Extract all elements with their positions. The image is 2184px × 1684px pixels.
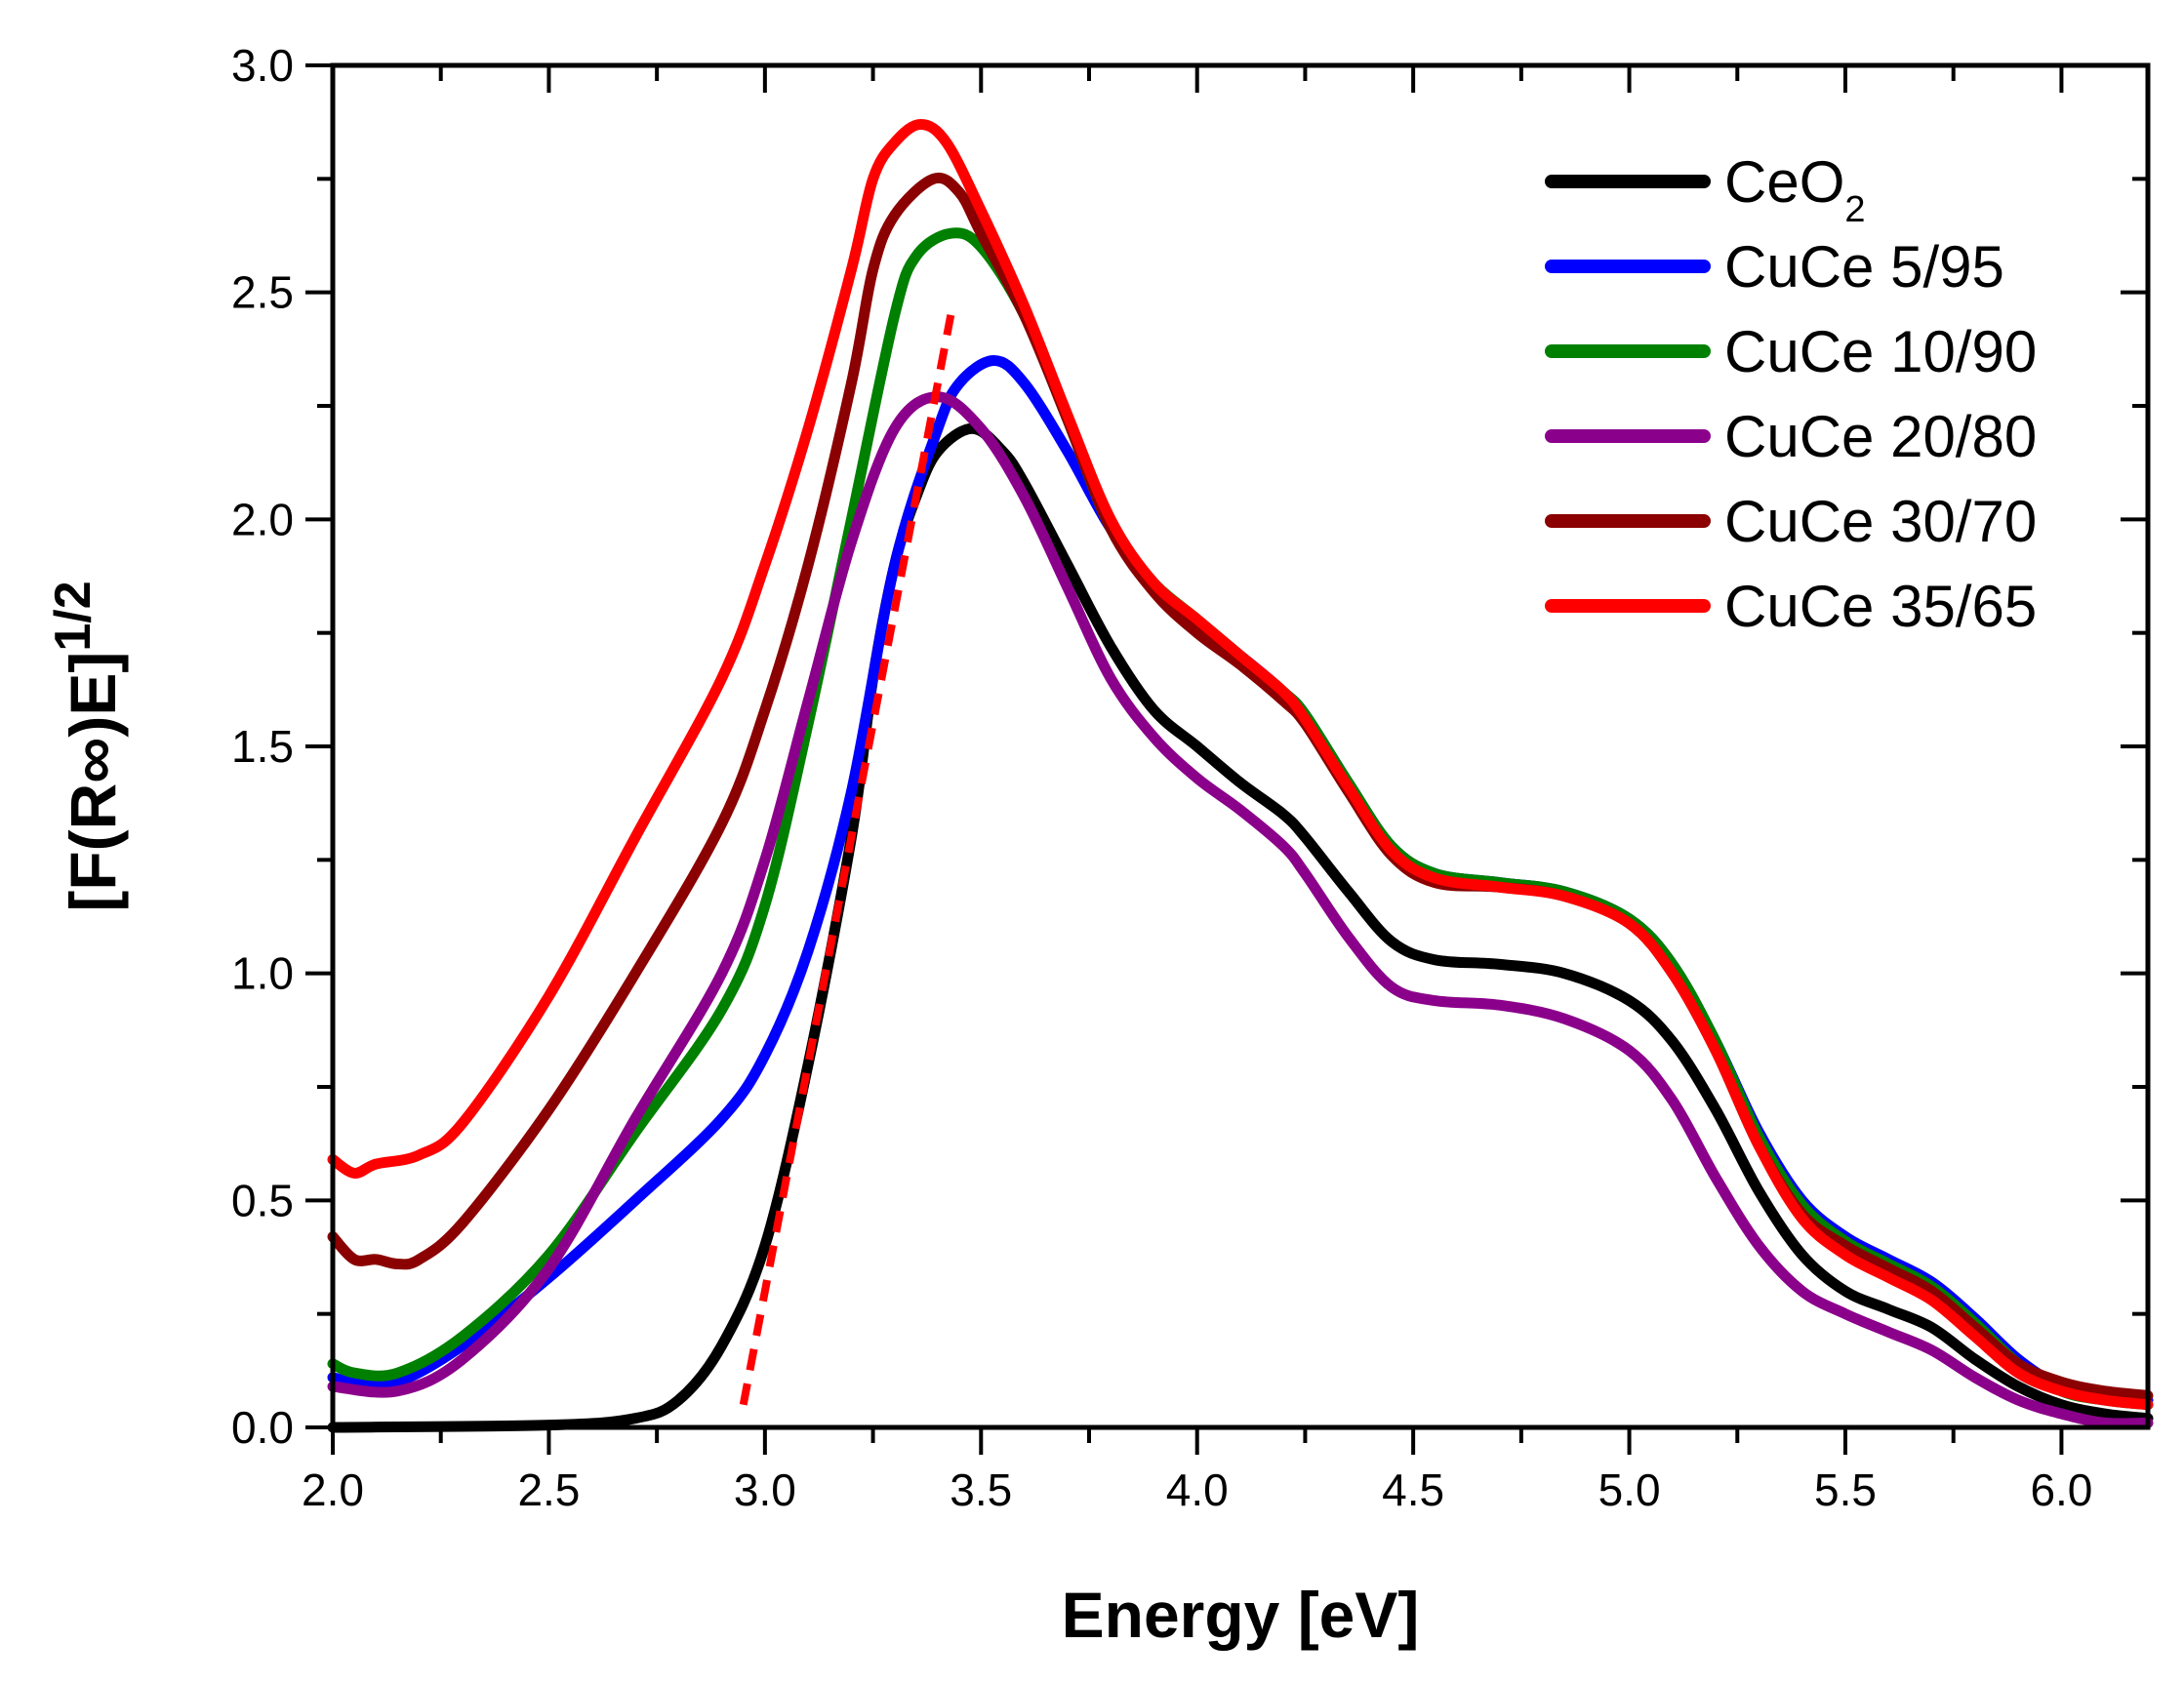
legend-item: CuCe 10/90 [1545,319,2037,384]
x-tick-label: 5.5 [1814,1464,1877,1515]
x-tick-label: 5.0 [1598,1464,1661,1515]
legend-label: CuCe 30/70 [1724,489,2037,554]
dashed-fit-line [739,314,955,1406]
x-tick-label: 6.0 [2030,1464,2092,1515]
y-tick-label: 1.5 [231,721,294,772]
legend-label: CuCe 20/80 [1724,404,2037,469]
series-line-0 [327,422,2154,1433]
y-tick-label: 0.0 [231,1402,294,1453]
tangent-fit [739,314,955,1406]
y-axis-title: [F(R∞)E]1/2 [45,581,129,911]
series-lines [327,118,2154,1433]
plot-frame [330,62,2151,1430]
legend-label: CuCe 35/65 [1724,574,2037,639]
x-tick-label: 3.0 [734,1464,796,1515]
y-tick-labels: 0.0 0.5 1.0 1.5 2.0 2.5 3.0 [231,40,294,1453]
series-line-3 [327,391,2154,1429]
y-axis-title-main: [F(R∞)E] [57,652,129,912]
x-axis-title: Energy [eV] [1062,1579,1420,1651]
legend-item: CuCe 5/95 [1545,234,2004,300]
legend-label: CuCe 10/90 [1724,319,2037,384]
axis-ticks [305,63,2148,1455]
x-tick-labels: 2.0 2.5 3.0 3.5 4.0 4.5 5.0 5.5 6.0 [302,1464,2092,1515]
legend-item: CuCe 30/70 [1545,489,2037,554]
series-line-5 [327,118,2154,1411]
legend-label: CuCe 5/95 [1724,234,2004,300]
legend-item: CuCe 20/80 [1545,404,2037,469]
y-tick-label: 0.5 [231,1175,294,1225]
x-tick-label: 3.5 [950,1464,1012,1515]
legend-label: CeO2 [1724,149,1866,230]
y-axis-title-superscript: 1/2 [45,581,101,651]
legend-item: CeO2 [1545,149,1866,230]
x-tick-label: 2.5 [517,1464,580,1515]
y-tick-label: 2.0 [231,494,294,544]
y-tick-label: 1.0 [231,948,294,999]
x-tick-label: 4.5 [1382,1464,1444,1515]
x-tick-label: 2.0 [302,1464,364,1515]
y-tick-label: 3.0 [231,40,294,91]
x-tick-label: 4.0 [1166,1464,1229,1515]
y-tick-label: 2.5 [231,267,294,318]
legend-item: CuCe 35/65 [1545,574,2037,639]
